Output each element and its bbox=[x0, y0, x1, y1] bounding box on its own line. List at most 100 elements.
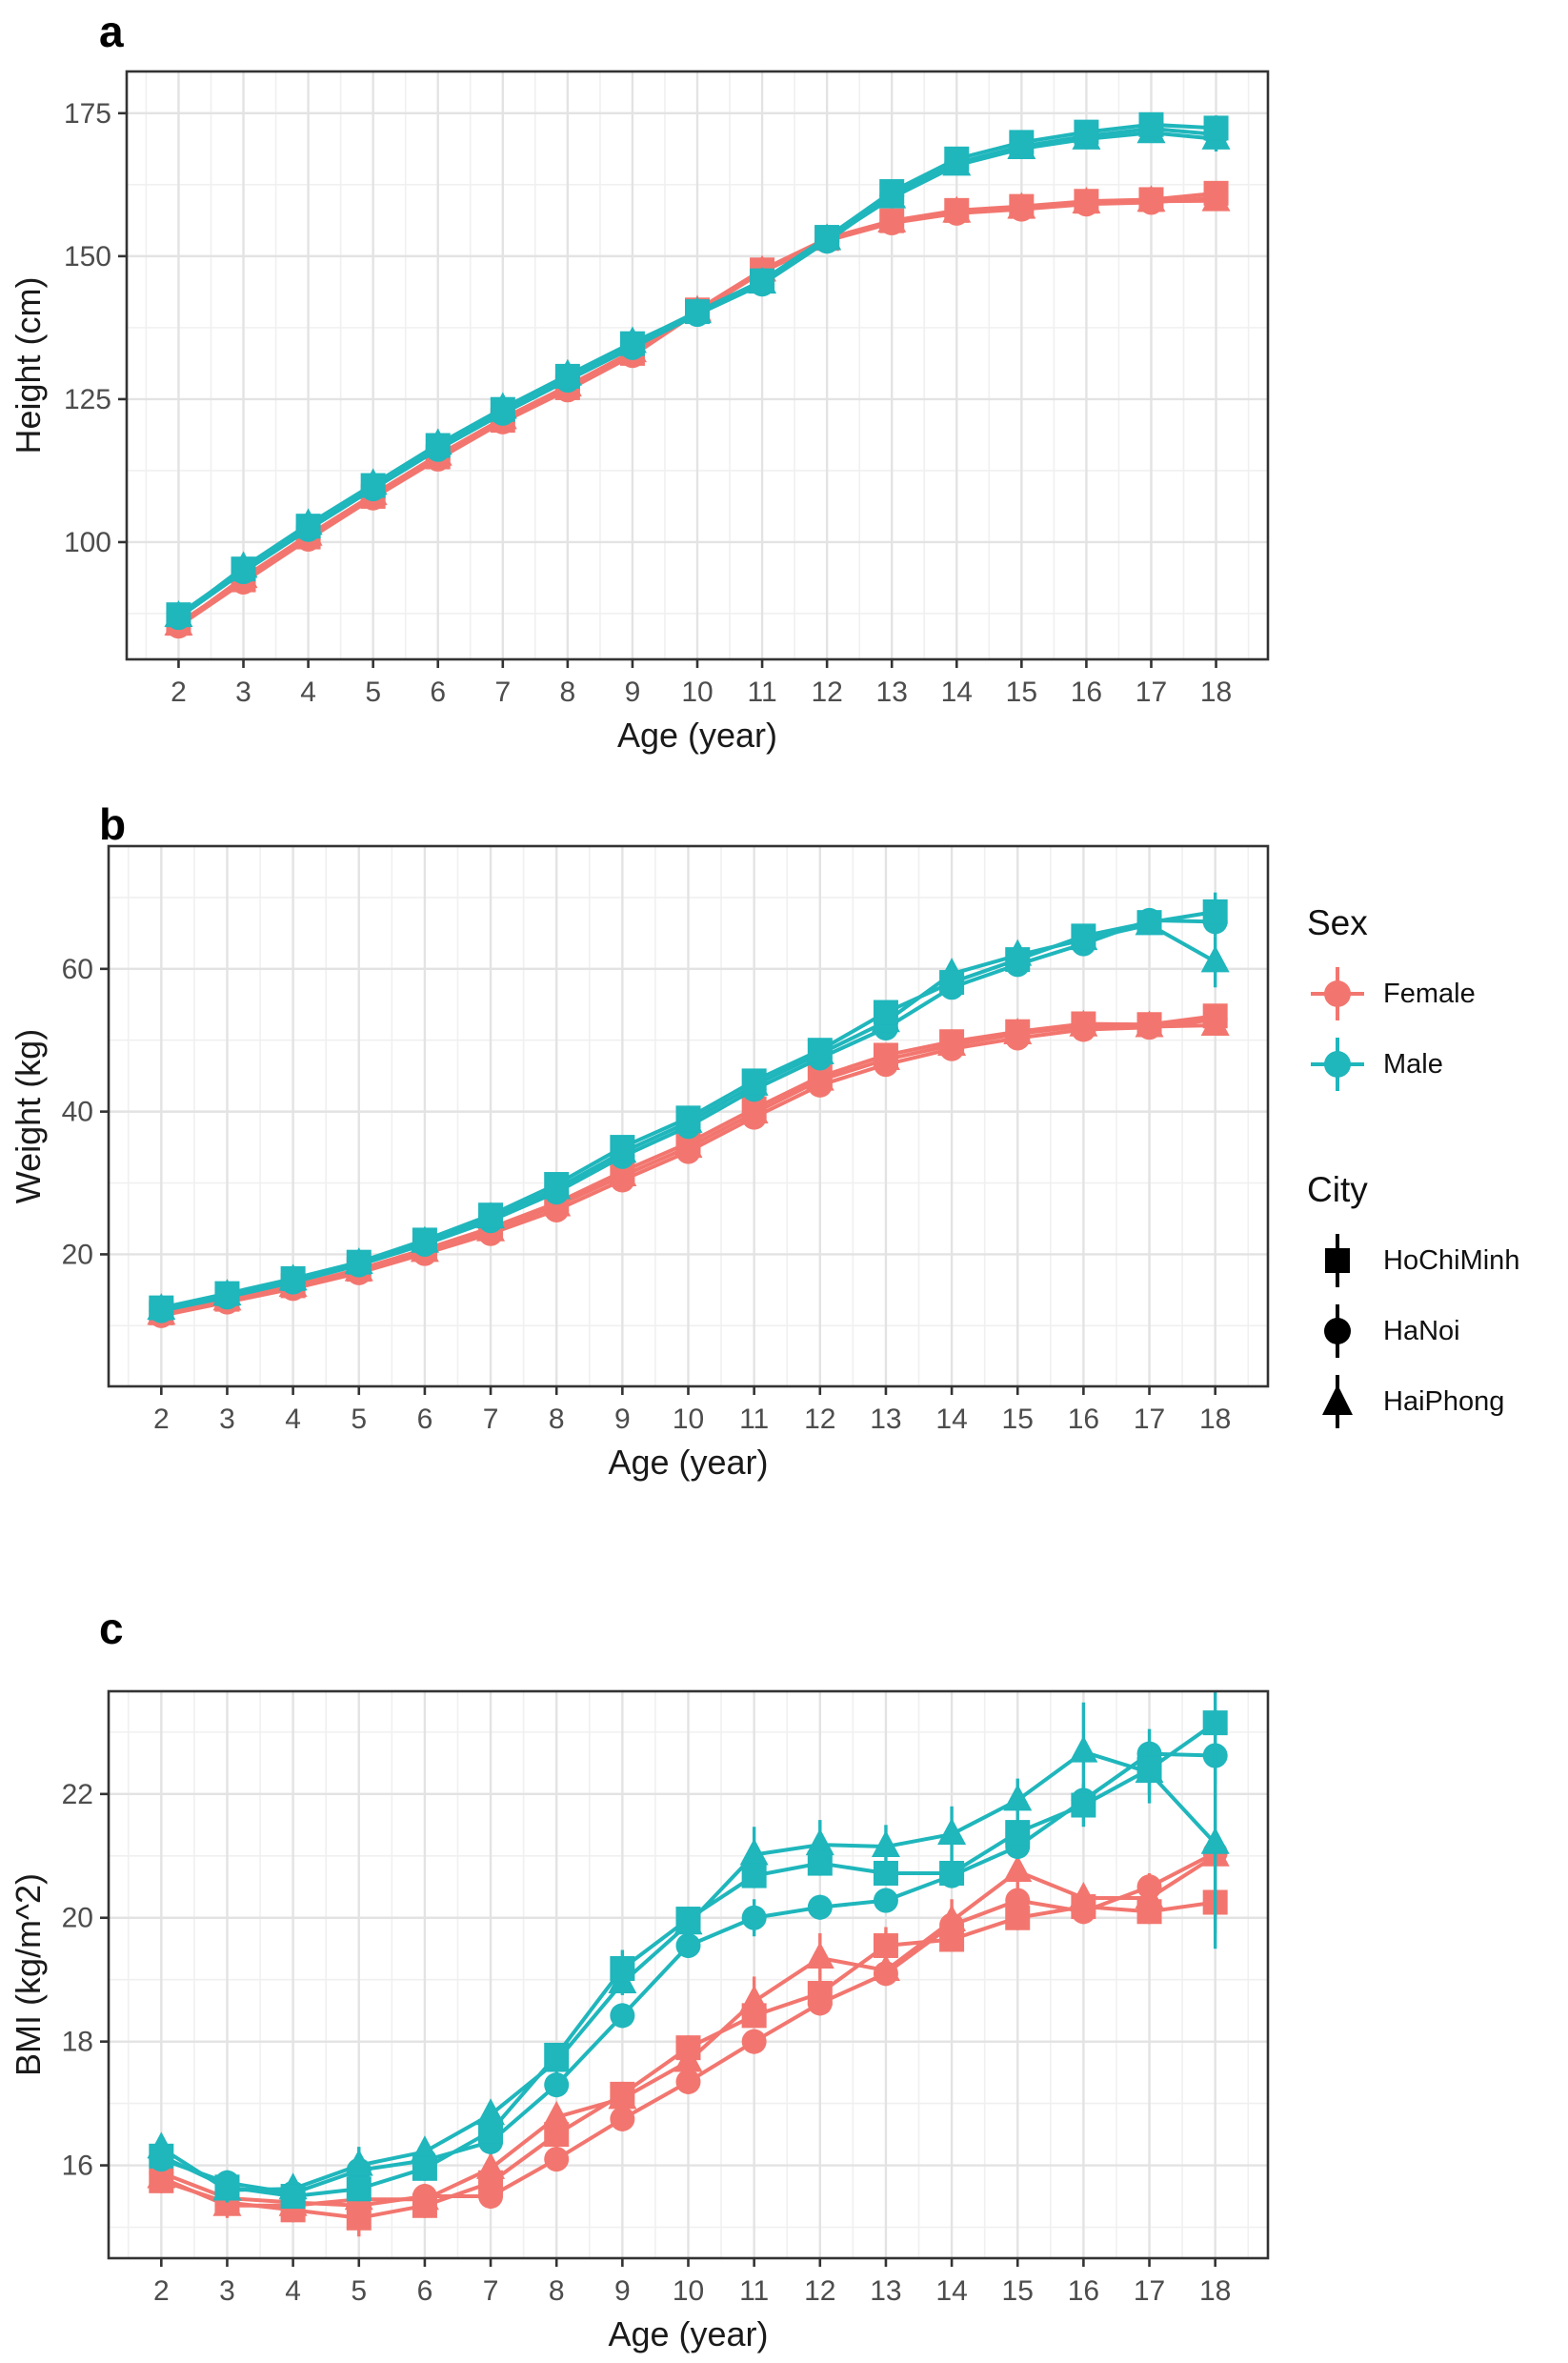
svg-text:16: 16 bbox=[1068, 1404, 1099, 1435]
svg-text:5: 5 bbox=[365, 677, 381, 708]
circle-marker-icon bbox=[1311, 1038, 1364, 1091]
svg-text:20: 20 bbox=[62, 1903, 93, 1934]
svg-text:9: 9 bbox=[614, 2275, 631, 2307]
svg-text:18: 18 bbox=[1199, 1404, 1231, 1435]
svg-text:175: 175 bbox=[64, 98, 111, 130]
legend-city-item-hanoi: HaNoi bbox=[1307, 1300, 1564, 1363]
svg-text:9: 9 bbox=[625, 677, 641, 708]
svg-text:8: 8 bbox=[549, 1404, 565, 1435]
svg-text:7: 7 bbox=[483, 2275, 499, 2307]
panel-a-label: a bbox=[99, 7, 124, 56]
gridlines-b bbox=[109, 846, 1268, 1386]
svg-text:13: 13 bbox=[876, 677, 908, 708]
svg-text:16: 16 bbox=[62, 2151, 93, 2182]
legend-city-items: HoChiMinh HaNoi HaiPhong bbox=[1307, 1229, 1564, 1433]
y-axis-title-a: Height (cm) bbox=[9, 276, 48, 454]
svg-text:13: 13 bbox=[870, 2275, 901, 2307]
svg-text:4: 4 bbox=[300, 677, 316, 708]
square-marker-icon bbox=[1325, 1234, 1350, 1287]
series-b-male-hochiminh bbox=[149, 892, 1228, 1321]
svg-text:18: 18 bbox=[1200, 677, 1232, 708]
svg-text:17: 17 bbox=[1136, 677, 1167, 708]
svg-text:8: 8 bbox=[560, 677, 576, 708]
legend-sex-items: Female Male bbox=[1307, 962, 1564, 1096]
axes-a: 100 125 150 175 2 3 4 5 6 7 8 9 10 11 12 13 14 15 16 17 18 bbox=[64, 98, 1232, 708]
svg-text:15: 15 bbox=[1006, 677, 1037, 708]
legend-city-title: City bbox=[1307, 1170, 1368, 1209]
series-a bbox=[164, 111, 1231, 639]
y-axis-title-b: Weight (kg) bbox=[9, 1029, 48, 1203]
gridlines-a bbox=[127, 71, 1268, 659]
svg-text:6: 6 bbox=[417, 2275, 433, 2307]
svg-text:4: 4 bbox=[285, 1404, 301, 1435]
svg-text:9: 9 bbox=[614, 1404, 631, 1435]
legend-label: Male bbox=[1383, 1048, 1443, 1080]
x-axis-title-a: Age (year) bbox=[617, 716, 777, 755]
svg-text:17: 17 bbox=[1134, 2275, 1165, 2307]
legend-label: HaNoi bbox=[1383, 1315, 1460, 1346]
svg-text:2: 2 bbox=[153, 1404, 170, 1435]
svg-text:10: 10 bbox=[673, 1404, 704, 1435]
svg-text:10: 10 bbox=[673, 2275, 704, 2307]
svg-text:11: 11 bbox=[739, 2275, 769, 2307]
series-c-male-hochiminh bbox=[149, 1691, 1228, 2210]
series-c-female-hochiminh bbox=[149, 1877, 1228, 2237]
panel-b: 20 40 60 2 3 4 5 6 7 8 9 10 11 12 13 14 15 16 17 18 Age (yea… bbox=[9, 844, 1270, 1482]
svg-text:5: 5 bbox=[351, 2275, 367, 2307]
legend-sex-item-female: Female bbox=[1307, 962, 1564, 1025]
svg-text:12: 12 bbox=[804, 2275, 835, 2307]
legend-city-item-haiphong: HaiPhong bbox=[1307, 1370, 1564, 1433]
legend-sex-item-male: Male bbox=[1307, 1033, 1564, 1096]
svg-text:60: 60 bbox=[62, 954, 93, 985]
svg-text:100: 100 bbox=[64, 527, 111, 558]
panel-c-label: c bbox=[99, 1604, 124, 1653]
svg-text:13: 13 bbox=[870, 1404, 901, 1435]
svg-text:11: 11 bbox=[739, 1404, 769, 1435]
svg-text:20: 20 bbox=[62, 1239, 93, 1270]
svg-text:4: 4 bbox=[285, 2275, 301, 2307]
svg-text:12: 12 bbox=[804, 1404, 835, 1435]
legend-sex-title: Sex bbox=[1307, 903, 1368, 942]
svg-text:15: 15 bbox=[1002, 1404, 1034, 1435]
svg-text:6: 6 bbox=[417, 1404, 433, 1435]
y-axis-title-c: BMI (kg/m^2) bbox=[9, 1873, 48, 2076]
svg-text:16: 16 bbox=[1068, 2275, 1099, 2307]
svg-text:15: 15 bbox=[1002, 2275, 1034, 2307]
svg-text:7: 7 bbox=[483, 1404, 499, 1435]
series-c bbox=[147, 1691, 1230, 2237]
x-axis-title-b: Age (year) bbox=[608, 1443, 768, 1482]
svg-text:17: 17 bbox=[1134, 1404, 1165, 1435]
x-axis-title-c: Age (year) bbox=[608, 2314, 768, 2353]
svg-text:3: 3 bbox=[235, 677, 251, 708]
svg-text:11: 11 bbox=[747, 677, 776, 708]
axes-b: 20 40 60 2 3 4 5 6 7 8 9 10 11 12 13 14 15 16 17 18 bbox=[62, 954, 1232, 1435]
circle-marker-icon bbox=[1324, 1304, 1351, 1358]
panel-a: 100 125 150 175 2 3 4 5 6 7 8 9 10 11 12 13 14 15 16 17 18 Ag… bbox=[9, 70, 1270, 755]
svg-text:150: 150 bbox=[64, 241, 111, 273]
legend-city-item-hochiminh: HoChiMinh bbox=[1307, 1229, 1564, 1292]
svg-text:18: 18 bbox=[1199, 2275, 1231, 2307]
svg-text:14: 14 bbox=[935, 2275, 967, 2307]
svg-text:18: 18 bbox=[62, 2027, 93, 2058]
svg-text:8: 8 bbox=[549, 2275, 565, 2307]
panel-b-label: b bbox=[99, 799, 127, 849]
svg-text:2: 2 bbox=[171, 677, 187, 708]
svg-text:6: 6 bbox=[430, 677, 446, 708]
series-b bbox=[147, 892, 1230, 1328]
circle-marker-icon bbox=[1311, 967, 1364, 1020]
series-a-male-hochiminh bbox=[166, 111, 1229, 628]
svg-text:40: 40 bbox=[62, 1097, 93, 1128]
svg-text:7: 7 bbox=[494, 677, 511, 708]
svg-text:3: 3 bbox=[219, 1404, 235, 1435]
svg-text:22: 22 bbox=[62, 1779, 93, 1810]
triangle-marker-icon bbox=[1322, 1375, 1353, 1428]
legend: Sex Female Male City HoChiMinh HaNoi HaiPho… bbox=[1307, 903, 1564, 1441]
legend-label: HaiPhong bbox=[1383, 1385, 1505, 1417]
svg-text:125: 125 bbox=[64, 384, 111, 415]
svg-text:14: 14 bbox=[941, 677, 973, 708]
svg-text:16: 16 bbox=[1071, 677, 1102, 708]
